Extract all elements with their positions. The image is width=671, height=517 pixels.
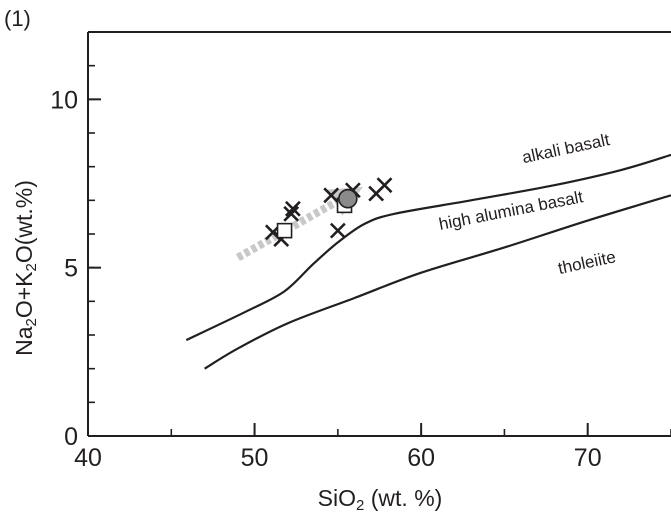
boundary-curve-1	[185, 153, 671, 342]
x-tick-label: 50	[241, 444, 269, 472]
y-tick-label: 5	[64, 255, 78, 283]
cross-stroke	[283, 205, 300, 222]
x-axis-label: SiO2 (wt. %)	[318, 485, 443, 514]
square-marker	[276, 222, 293, 239]
cross-stroke	[284, 200, 301, 217]
y-axis-label: Na2O+K2O(wt.%)	[11, 180, 40, 356]
label-alkali-basalt: alkali basalt	[520, 130, 611, 167]
trend-arrow-shaft	[235, 199, 337, 262]
panel-label: (1)	[4, 6, 31, 31]
cross-stroke	[329, 222, 346, 239]
y-tick-label: 10	[50, 86, 78, 114]
label-tholeiite: tholeiite	[556, 247, 617, 278]
x-tick-label: 60	[407, 444, 435, 472]
boundary-curve-2	[204, 194, 671, 370]
x-tick-label: 40	[74, 444, 102, 472]
data-points	[264, 177, 393, 247]
cross-stroke	[376, 177, 393, 194]
cross-marker	[323, 187, 340, 204]
y-tick-label: 0	[64, 423, 78, 451]
cross-marker	[283, 205, 300, 222]
cross-stroke	[323, 187, 340, 204]
axes: 40 50 60 70 0 5 10	[50, 31, 671, 472]
cross-marker	[329, 222, 346, 239]
cross-marker	[376, 177, 393, 194]
x-tick-label: 70	[574, 444, 602, 472]
cross-marker	[284, 200, 301, 217]
boundary-curves	[185, 153, 671, 370]
circle-marker	[338, 188, 358, 209]
